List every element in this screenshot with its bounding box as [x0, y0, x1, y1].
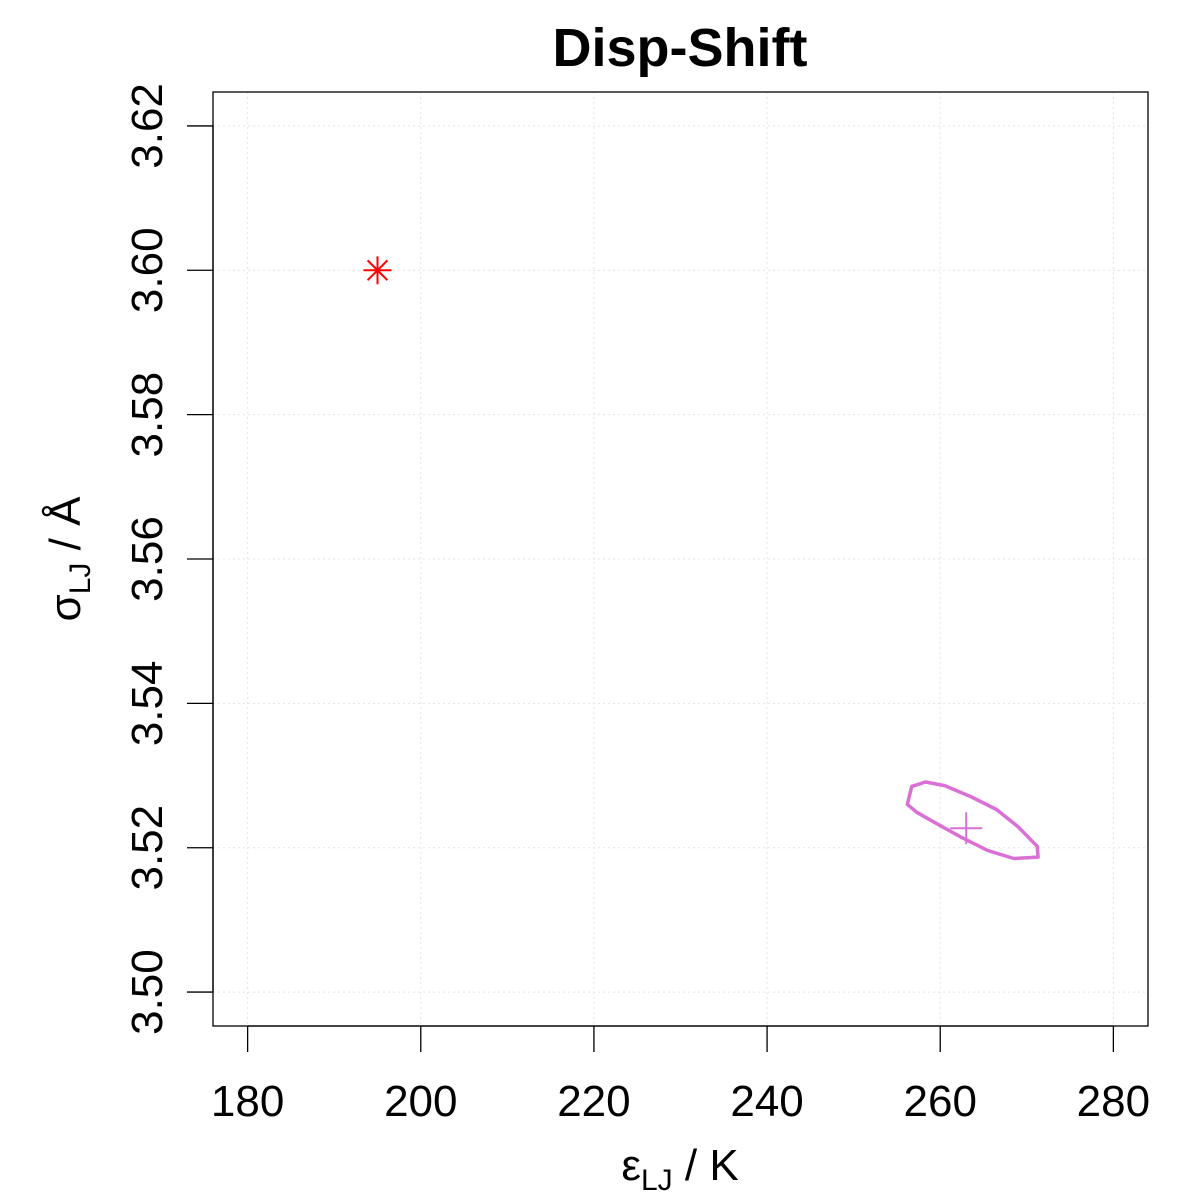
- x-tick-label: 180: [211, 1077, 284, 1126]
- y-axis-label: σLJ / Å: [41, 496, 97, 622]
- x-axis: 180 200 220 240 260 280: [211, 1025, 1150, 1126]
- y-axis-label-subscript: LJ: [64, 563, 97, 595]
- y-tick-label: 3.58: [123, 372, 172, 458]
- y-tick-label: 3.60: [123, 227, 172, 313]
- x-axis-label: εLJ / K: [621, 1141, 738, 1197]
- y-tick-label: 3.50: [123, 949, 172, 1035]
- confidence-contour: [905, 780, 1040, 861]
- x-tick-label: 240: [730, 1077, 803, 1126]
- y-tick-label: 3.56: [123, 516, 172, 602]
- reference-asterisk-marker: [363, 256, 392, 285]
- x-axis-label-subscript: LJ: [641, 1164, 673, 1197]
- y-axis: 3.50 3.52 3.54 3.56 3.58 3.60 3.62: [123, 83, 214, 1035]
- grid: [213, 92, 1148, 1026]
- y-axis-label-unit: / Å: [41, 496, 90, 563]
- x-tick-label: 280: [1077, 1077, 1150, 1126]
- x-axis-label-unit: / K: [673, 1141, 739, 1190]
- asterisk-stroke: [366, 259, 389, 281]
- x-tick-label: 220: [557, 1077, 630, 1126]
- chart-title: Disp-Shift: [553, 18, 808, 78]
- y-axis-label-symbol: σ: [41, 594, 90, 621]
- x-tick-label: 260: [904, 1077, 977, 1126]
- x-tick-label: 200: [384, 1077, 457, 1126]
- y-tick-label: 3.62: [123, 83, 172, 169]
- series-layer: [363, 256, 1040, 861]
- x-axis-label-symbol: ε: [621, 1141, 641, 1190]
- y-tick-label: 3.54: [123, 661, 172, 747]
- y-tick-label: 3.52: [123, 805, 172, 891]
